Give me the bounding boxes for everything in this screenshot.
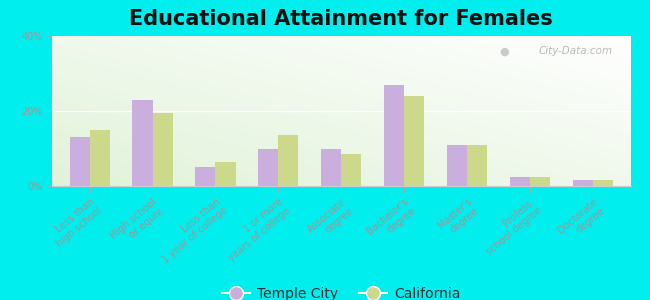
Legend: Temple City, California: Temple City, California bbox=[217, 281, 465, 300]
Bar bbox=[258, 148, 278, 186]
Bar bbox=[90, 130, 110, 186]
Bar bbox=[321, 148, 341, 186]
Bar bbox=[573, 180, 593, 186]
Bar bbox=[530, 177, 550, 186]
Bar bbox=[341, 154, 361, 186]
Text: City-Data.com: City-Data.com bbox=[539, 46, 613, 56]
Bar bbox=[467, 145, 487, 186]
Bar bbox=[447, 145, 467, 186]
Bar bbox=[404, 96, 424, 186]
Bar bbox=[133, 100, 153, 186]
Bar bbox=[70, 137, 90, 186]
Bar bbox=[593, 180, 613, 186]
Bar bbox=[510, 177, 530, 186]
Title: Educational Attainment for Females: Educational Attainment for Females bbox=[129, 9, 553, 29]
Text: ●: ● bbox=[499, 46, 509, 56]
Bar bbox=[216, 162, 235, 186]
Bar bbox=[153, 113, 173, 186]
Bar bbox=[196, 167, 216, 186]
Bar bbox=[278, 135, 298, 186]
Bar bbox=[384, 85, 404, 186]
